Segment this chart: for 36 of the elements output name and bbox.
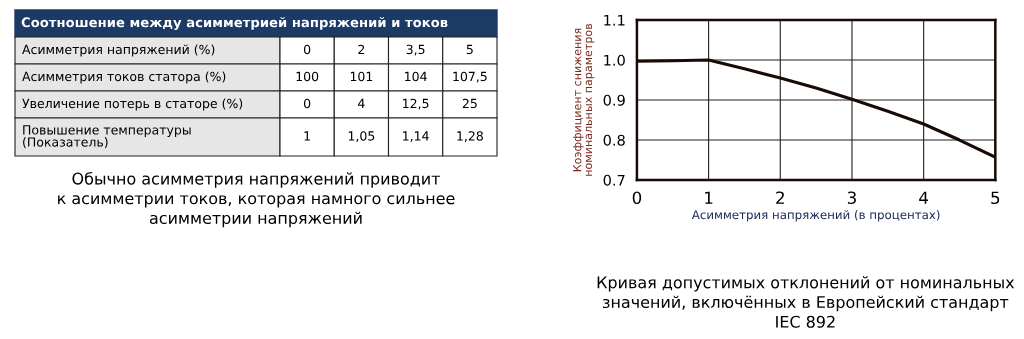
category-label: Асимметрия токов статора (%)	[22, 71, 226, 84]
text: 5	[466, 44, 473, 55]
text: Соотношение между асимметрией напряжений и токов	[21, 17, 448, 30]
text: 3,5	[406, 44, 425, 56]
category-label: Повышение температуры (Показатель)	[23, 125, 191, 149]
y-tick-label: 1.0	[604, 54, 625, 66]
x-tick-label: 4	[919, 191, 929, 204]
text: 107,5	[453, 71, 487, 83]
text: 1,28	[457, 131, 483, 142]
text: 4	[358, 98, 365, 108]
x-tick-label: 0	[632, 191, 642, 205]
text: 104	[405, 71, 427, 82]
text: 1,14	[403, 131, 429, 142]
text: 0	[303, 44, 311, 55]
text: Обычно асимметрия напряжений приводит к асимметрии токов, которая намного сильнее асимметрии напряжений	[58, 172, 455, 228]
x-tick-label: 3	[847, 191, 856, 205]
text: Кривая допустимых отклонений от номинальных значений, включённых в Европейский стандарт IEC 892	[597, 276, 1015, 328]
category-label: Асимметрия напряжений (%)	[22, 44, 215, 57]
y-tick-label: 0.7	[603, 174, 625, 186]
y-axis-title: Коэффициент снижения номинальных параметров	[573, 23, 595, 176]
text: 101	[350, 71, 373, 82]
x-tick-label: 1	[705, 191, 713, 204]
x-axis-title: Асимметрия напряжений (в процентах)	[691, 210, 940, 222]
y-tick-label: 1.1	[604, 14, 625, 26]
x-tick-label: 5	[991, 191, 1000, 205]
text: 0	[303, 98, 311, 109]
x-tick-label: 2	[776, 191, 784, 204]
text: 12,5	[403, 98, 429, 110]
text: 2	[358, 44, 365, 54]
text: 1,05	[348, 131, 375, 142]
y-tick-label: 0.8	[603, 134, 625, 146]
y-tick-label: 0.9	[603, 94, 625, 106]
text: 100	[296, 71, 319, 82]
text: 1	[304, 131, 310, 141]
text: 25	[462, 98, 477, 109]
category-label: Увеличение потерь в статоре (%)	[22, 98, 243, 111]
